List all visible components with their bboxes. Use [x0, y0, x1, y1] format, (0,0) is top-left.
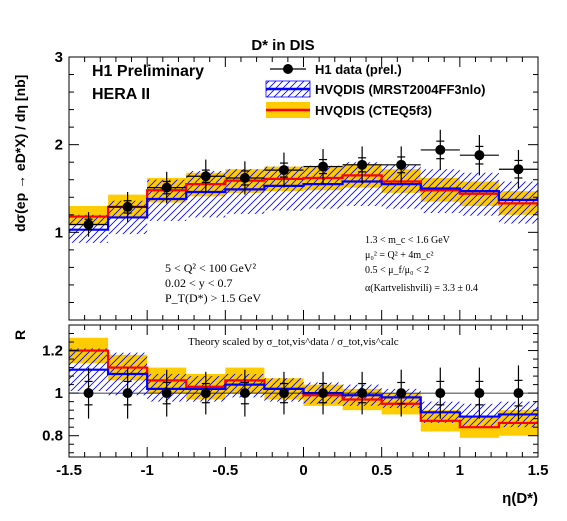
ratio-y-tick-label-2: 1.2: [42, 343, 63, 360]
main-panel: 1 2 3 D* in DIS H1 Preliminary HERA II H1 …: [12, 37, 539, 321]
main-y-axis-label: dσ(ep → eD*X) / dη [nb]: [12, 75, 28, 232]
main-data-point-9: [420, 129, 460, 171]
x-tick-label-4: 0.5: [371, 462, 392, 479]
chart-title: D* in DIS: [251, 37, 314, 54]
ratio-data-point-2: [161, 369, 172, 417]
main-data-point-10: [459, 135, 499, 176]
main-y-tick-label-0: 1: [55, 224, 63, 241]
main-data-point-3: [186, 159, 226, 193]
main-data-point-2: [147, 171, 187, 204]
main-data-point-4: [225, 161, 265, 195]
main-mrst-central-line: [69, 180, 538, 231]
x-axis-label: η(D*): [502, 490, 538, 507]
ratio-y-axis-label: R: [12, 330, 28, 340]
ratio-data-point-11: [513, 365, 524, 421]
ratio-data-point-0: [83, 367, 94, 419]
x-tick-label-1: -1: [140, 462, 153, 479]
main-data-point-8: [381, 146, 421, 184]
annotation-muf: 0.5 < μ_f/μ₀ < 2: [365, 265, 429, 276]
main-data-point-11: [498, 149, 538, 189]
main-y-tick-label-2: 3: [55, 49, 63, 66]
headline-hera: HERA II: [92, 86, 150, 103]
ratio-panel: 0.8 1 1.2 -1.5 -1 -0.5 0 0.5 1 1.5 Theory scaled …: [12, 324, 549, 507]
legend: H1 data (prel.) HVQDIS (MRST2004FF3nlo) …: [265, 62, 485, 118]
annotation-mc: 1.3 < m_c < 1.6 GeV: [365, 235, 451, 246]
legend-entry-mrst: HVQDIS (MRST2004FF3nlo): [265, 80, 485, 98]
annotation-alpha: α(Kartvelishvili) = 3.3 ± 0.4: [365, 283, 478, 294]
ratio-data-point-7: [357, 371, 368, 415]
ratio-data-point-10: [474, 367, 485, 419]
ratio-y-tick-label-0: 0.8: [42, 428, 63, 445]
legend-label-data: H1 data (prel.): [315, 62, 402, 77]
annotation-y: 0.02 < y < 0.7: [165, 276, 233, 290]
ratio-data-point-1: [122, 367, 133, 419]
headline-preliminary: H1 Preliminary: [92, 63, 204, 80]
ratio-data-point-4: [239, 369, 250, 417]
annotation-mu0: μ₀² = Q² + 4m_c²: [365, 250, 434, 261]
legend-entry-cteq: HVQDIS (CTEQ5f3): [266, 102, 432, 118]
legend-label-cteq: HVQDIS (CTEQ5f3): [315, 103, 432, 118]
x-tick-label-0: -1.5: [56, 462, 82, 479]
main-y-tick-label-1: 2: [55, 137, 63, 154]
ratio-y-tick-label-1: 1: [55, 385, 63, 402]
x-tick-label-2: -0.5: [212, 462, 238, 479]
ratio-data-point-5: [278, 371, 289, 415]
main-data-point-1: [108, 192, 148, 222]
main-data-point-6: [303, 149, 343, 185]
ratio-data-point-8: [396, 369, 407, 417]
x-tick-label-3: 0: [299, 462, 307, 479]
legend-entry-data: H1 data (prel.): [270, 62, 402, 77]
ratio-data-point-3: [200, 371, 211, 415]
ratio-annotation: Theory scaled by σ_tot,vis^data / σ_tot,…: [188, 336, 399, 348]
x-tick-label-5: 1: [456, 462, 464, 479]
annotation-pt: P_T(D*) > 1.5 GeV: [165, 291, 261, 305]
main-data-point-5: [264, 152, 304, 188]
main-data-point-0: [69, 212, 109, 237]
annotation-q2: 5 < Q² < 100 GeV²: [165, 261, 256, 275]
ratio-data-point-9: [435, 367, 446, 419]
x-tick-label-6: 1.5: [528, 462, 549, 479]
legend-label-mrst: HVQDIS (MRST2004FF3nlo): [315, 82, 485, 97]
main-data-point-7: [342, 146, 382, 184]
ratio-data-point-6: [318, 371, 329, 415]
